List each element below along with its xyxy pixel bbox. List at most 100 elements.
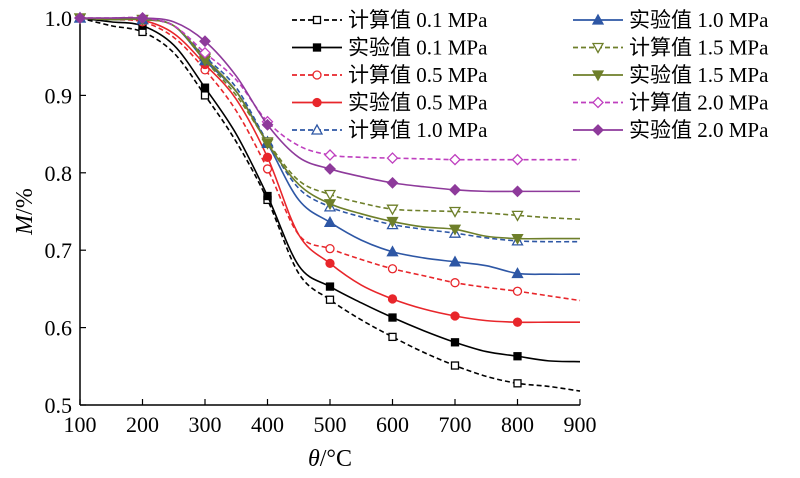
data-point xyxy=(388,313,397,322)
data-point xyxy=(449,153,461,166)
data-point xyxy=(386,245,399,257)
data-point xyxy=(324,163,336,175)
data-point xyxy=(263,191,272,201)
data-point xyxy=(199,46,211,59)
data-point xyxy=(512,317,523,327)
data-point xyxy=(448,255,462,267)
series-7 xyxy=(73,13,581,222)
y-tick-label: 0.6 xyxy=(45,316,73,341)
x-axis-unit: /°C xyxy=(320,446,352,472)
data-point xyxy=(450,278,460,288)
legend-label: 计算值 2.0 MPa xyxy=(629,91,769,115)
data-point xyxy=(450,361,460,370)
legend-entry: 实验值 1.5 MPa xyxy=(573,63,769,87)
data-point xyxy=(450,311,460,321)
legend-marker xyxy=(312,97,322,108)
x-tick-label: 300 xyxy=(189,412,222,437)
series-2 xyxy=(75,13,581,363)
data-point xyxy=(323,199,337,211)
data-point xyxy=(325,282,335,291)
data-point xyxy=(449,183,461,196)
data-point xyxy=(261,118,274,131)
data-point xyxy=(74,12,86,24)
data-point xyxy=(511,267,524,279)
x-tick-label: 800 xyxy=(501,412,534,437)
legend-marker xyxy=(310,123,324,135)
data-point xyxy=(325,295,335,304)
data-point xyxy=(386,216,399,228)
legend-marker xyxy=(592,124,604,136)
x-tick-label: 700 xyxy=(439,412,472,437)
legend-label: 实验值 2.0 MPa xyxy=(629,118,769,142)
series-line xyxy=(80,16,580,161)
legend-label: 实验值 0.1 MPa xyxy=(348,36,488,60)
data-point xyxy=(450,338,460,347)
legend-entry: 计算值 2.0 MPa xyxy=(573,91,769,115)
legend-entry: 实验值 0.1 MPa xyxy=(292,36,488,60)
data-point xyxy=(513,352,522,361)
data-point xyxy=(136,12,149,24)
data-point xyxy=(386,152,399,165)
data-point xyxy=(387,294,398,304)
data-point xyxy=(325,258,335,269)
legend-label: 计算值 0.5 MPa xyxy=(348,63,488,87)
data-point xyxy=(261,138,274,150)
data-point xyxy=(448,224,462,236)
legend-marker xyxy=(591,13,605,25)
plot-area xyxy=(73,11,581,392)
legend-label: 实验值 1.0 MPa xyxy=(629,8,769,32)
legend-entry: 实验值 0.5 MPa xyxy=(292,91,488,115)
series-10 xyxy=(74,12,580,198)
legend-entry: 实验值 1.0 MPa xyxy=(573,8,769,32)
legend-label: 计算值 1.0 MPa xyxy=(348,118,488,142)
series-1 xyxy=(75,13,581,392)
data-point xyxy=(448,206,462,218)
x-tick-label: 900 xyxy=(564,412,597,437)
legend-marker xyxy=(312,15,322,25)
data-point xyxy=(386,204,399,216)
y-tick-label: 0.5 xyxy=(45,393,73,418)
x-axis-title: θ/°C xyxy=(308,446,352,472)
x-tick-label: 400 xyxy=(251,412,284,437)
legend-label: 计算值 1.5 MPa xyxy=(629,36,769,60)
legend-marker xyxy=(592,96,604,109)
series-line xyxy=(79,17,581,392)
data-point xyxy=(262,152,273,162)
data-point xyxy=(512,286,523,296)
data-point xyxy=(511,185,524,198)
legend-entry: 计算值 0.1 MPa xyxy=(292,8,488,32)
data-point xyxy=(511,153,524,166)
x-tick-label: 100 xyxy=(64,412,97,437)
legend-label: 计算值 0.1 MPa xyxy=(348,8,488,32)
data-point xyxy=(324,149,336,161)
legend-marker xyxy=(591,70,605,82)
y-tick-label: 0.8 xyxy=(45,161,73,186)
y-axis-unit: /% xyxy=(12,188,38,215)
legend-marker xyxy=(312,70,322,80)
legend-label: 实验值 1.5 MPa xyxy=(629,63,769,87)
data-point xyxy=(387,264,398,274)
data-point xyxy=(323,189,337,201)
legend-marker xyxy=(312,43,322,52)
data-point xyxy=(386,176,399,189)
y-tick-label: 0.7 xyxy=(45,238,73,263)
legend: 计算值 0.1 MPa 实验值 0.1 MPa 计算值 0.5 MPa 实验值 0.5… xyxy=(292,8,769,142)
chart-ticks: 100 200 300 400 500 600 700 800 900 0.5 0.6 0.7 0.8 0… xyxy=(45,6,597,437)
data-point xyxy=(511,233,524,245)
y-axis-title: M/% xyxy=(12,188,38,236)
x-tick-label: 600 xyxy=(376,412,409,437)
y-tick-label: 0.9 xyxy=(45,83,73,108)
legend-label: 实验值 0.5 MPa xyxy=(348,91,488,115)
data-point xyxy=(199,35,211,48)
data-point xyxy=(511,210,524,222)
data-point xyxy=(200,91,210,100)
legend-entry: 计算值 1.5 MPa xyxy=(573,36,769,60)
legend-entry: 实验值 2.0 MPa xyxy=(573,118,769,142)
data-point xyxy=(513,379,522,388)
data-point xyxy=(323,215,337,227)
x-tick-label: 500 xyxy=(314,412,347,437)
legend-entry: 计算值 1.0 MPa xyxy=(292,118,488,142)
legend-entry: 计算值 0.5 MPa xyxy=(292,63,488,87)
data-point xyxy=(388,332,397,342)
